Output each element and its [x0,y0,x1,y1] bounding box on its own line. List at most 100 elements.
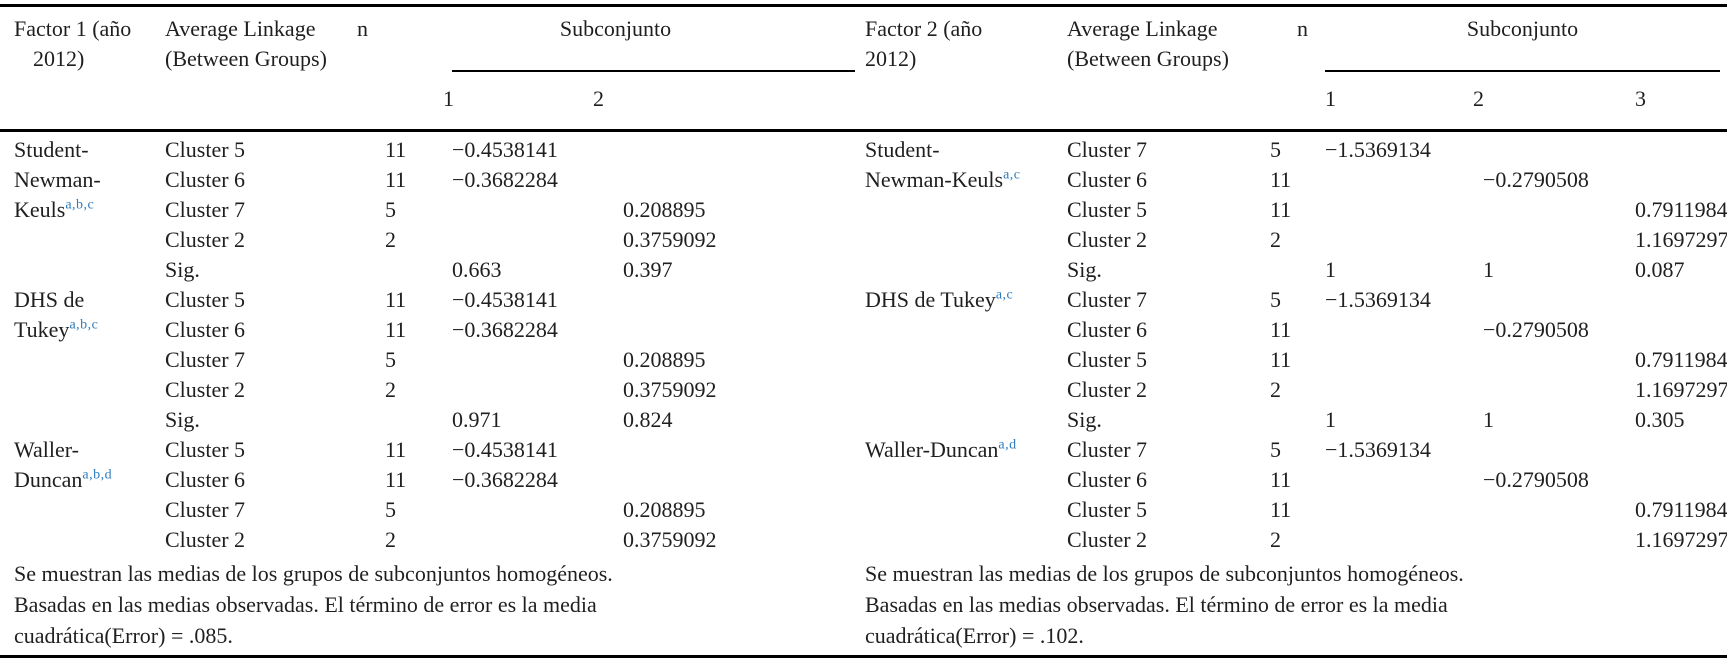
method-label [865,465,1067,495]
n-cell: 11 [385,437,407,462]
method-label [865,405,1067,435]
method-label [865,195,1067,225]
method-label [865,495,1067,525]
n-cell: 11 [1270,467,1292,492]
subset-value-cell [1325,315,1483,345]
footnote-line: cuadrática(Error) = .085. [14,623,233,648]
n-cell: 11 [1270,347,1292,372]
subset-value-cell [1483,135,1635,165]
subset-value-cell: 0.3759092 [623,227,717,252]
subset-value-cell: 0.7911984 [1635,197,1727,222]
subset-value-cell [1483,225,1635,255]
factor-column-header: Factor 1 (año 2012) [14,14,165,114]
method-label [14,345,165,375]
method-label [865,345,1067,375]
subset-value-cell: −0.2790508 [1483,317,1589,342]
n-cell: 11 [385,317,407,342]
footnote-line: cuadrática(Error) = .102. [865,623,1084,648]
cluster-cell: Cluster 5 [1067,347,1148,372]
subset-value-cell: 0.824 [623,407,673,432]
method-label [865,315,1067,345]
subset-value-cell [1635,435,1720,465]
subset-value-cell: 0.3759092 [623,377,717,402]
method-label [14,525,165,555]
subset-value-cell [1483,435,1635,465]
cluster-cell: Cluster 5 [165,137,246,162]
subset-value-cell: 1.1697297 [1635,527,1727,552]
subset-value-cell: −0.2790508 [1483,167,1589,192]
factor2-panel: Factor 2 (año 2012) Average Linkage (Bet… [865,0,1727,664]
cluster-cell: Cluster 7 [1067,287,1148,312]
subset-value-cell: 0.208895 [623,197,706,222]
subset-value-cell [623,285,855,315]
n-cell: 2 [385,527,396,552]
subset-value-cell: 0.208895 [623,497,706,522]
cluster-cell: Cluster 5 [165,287,246,312]
subset-value-cell: 1 [1483,407,1494,432]
subset-value-cell: −0.4538141 [452,437,558,462]
method-label [14,495,165,525]
footnote-marker-link[interactable]: a,d [998,437,1017,453]
n-cell: 5 [1270,137,1281,162]
subset-value-cell: 1.1697297 [1635,377,1727,402]
factor2-footnotes: Se muestran las medias de los grupos de … [865,558,1464,651]
subset-col-1-header: 1 [443,86,454,111]
footnote-line: Se muestran las medias de los grupos de … [865,561,1464,586]
n-cell: 2 [1270,377,1281,402]
linkage-header-line1: Average Linkage [1067,16,1218,41]
method-label [14,375,165,405]
subset-value-cell [1325,195,1483,225]
method-label: Waller- [14,437,79,462]
subset-value-cell [1325,345,1483,375]
footnote-marker-link[interactable]: a,b,d [82,467,113,483]
factor-header-line2: 2012) [33,46,85,71]
subset-value-cell [1325,165,1483,195]
cluster-cell: Cluster 6 [1067,167,1148,192]
subset-value-cell: 0.087 [1635,257,1685,282]
n-cell: 11 [1270,167,1292,192]
subset-value-cell [623,435,855,465]
subset-value-cell [1325,495,1483,525]
cluster-cell: Sig. [1067,257,1102,282]
cluster-cell: Cluster 5 [1067,197,1148,222]
subset-value-cell [1325,375,1483,405]
method-label: DHS de [14,287,85,312]
subset-value-cell: 0.971 [452,407,502,432]
factor2-header: Factor 2 (año 2012) Average Linkage (Bet… [865,14,1720,114]
method-label [14,225,165,255]
subset-value-cell [1483,525,1635,555]
cluster-cell: Cluster 5 [1067,497,1148,522]
method-label: Duncana,b,d [14,467,113,492]
n-cell: 11 [1270,317,1292,342]
subset-col-2-header: 2 [1473,86,1484,111]
linkage-header-line1: Average Linkage [165,16,316,41]
subset-value-cell [452,375,623,405]
footnote-marker-link[interactable]: a,c [1003,167,1021,183]
method-label: Waller-Duncana,d [865,437,1017,462]
cluster-cell: Cluster 6 [165,317,246,342]
n-cell: 11 [1270,497,1292,522]
factor-header-line1: Factor 1 (año [14,16,132,41]
footnote-marker-link[interactable]: a,c [995,287,1014,303]
n-cell: 11 [385,137,407,162]
subset-value-cell: −0.3682284 [452,467,558,492]
cluster-cell: Cluster 2 [1067,527,1148,552]
footnote-marker-link[interactable]: a,b,c [69,317,99,333]
subset-value-cell: −0.4538141 [452,137,558,162]
footnote-marker-link[interactable]: a,b,c [65,197,95,213]
cluster-cell: Cluster 7 [1067,137,1148,162]
subset-value-cell [1325,225,1483,255]
subset-value-cell: −1.5369134 [1325,437,1431,462]
factor1-table-body: Student- Cluster 5 11 −0.4538141 Newman- Clus… [14,135,855,555]
cluster-cell: Cluster 6 [1067,467,1148,492]
subset-value-cell [1483,375,1635,405]
subset-value-cell: −0.4538141 [452,287,558,312]
subset-value-cell [452,225,623,255]
subset-value-cell: −1.5369134 [1325,137,1431,162]
method-label [865,375,1067,405]
n-cell: 11 [385,467,407,492]
n-cell: 5 [385,347,396,372]
subset-value-cell [452,345,623,375]
n-cell: 11 [385,287,407,312]
